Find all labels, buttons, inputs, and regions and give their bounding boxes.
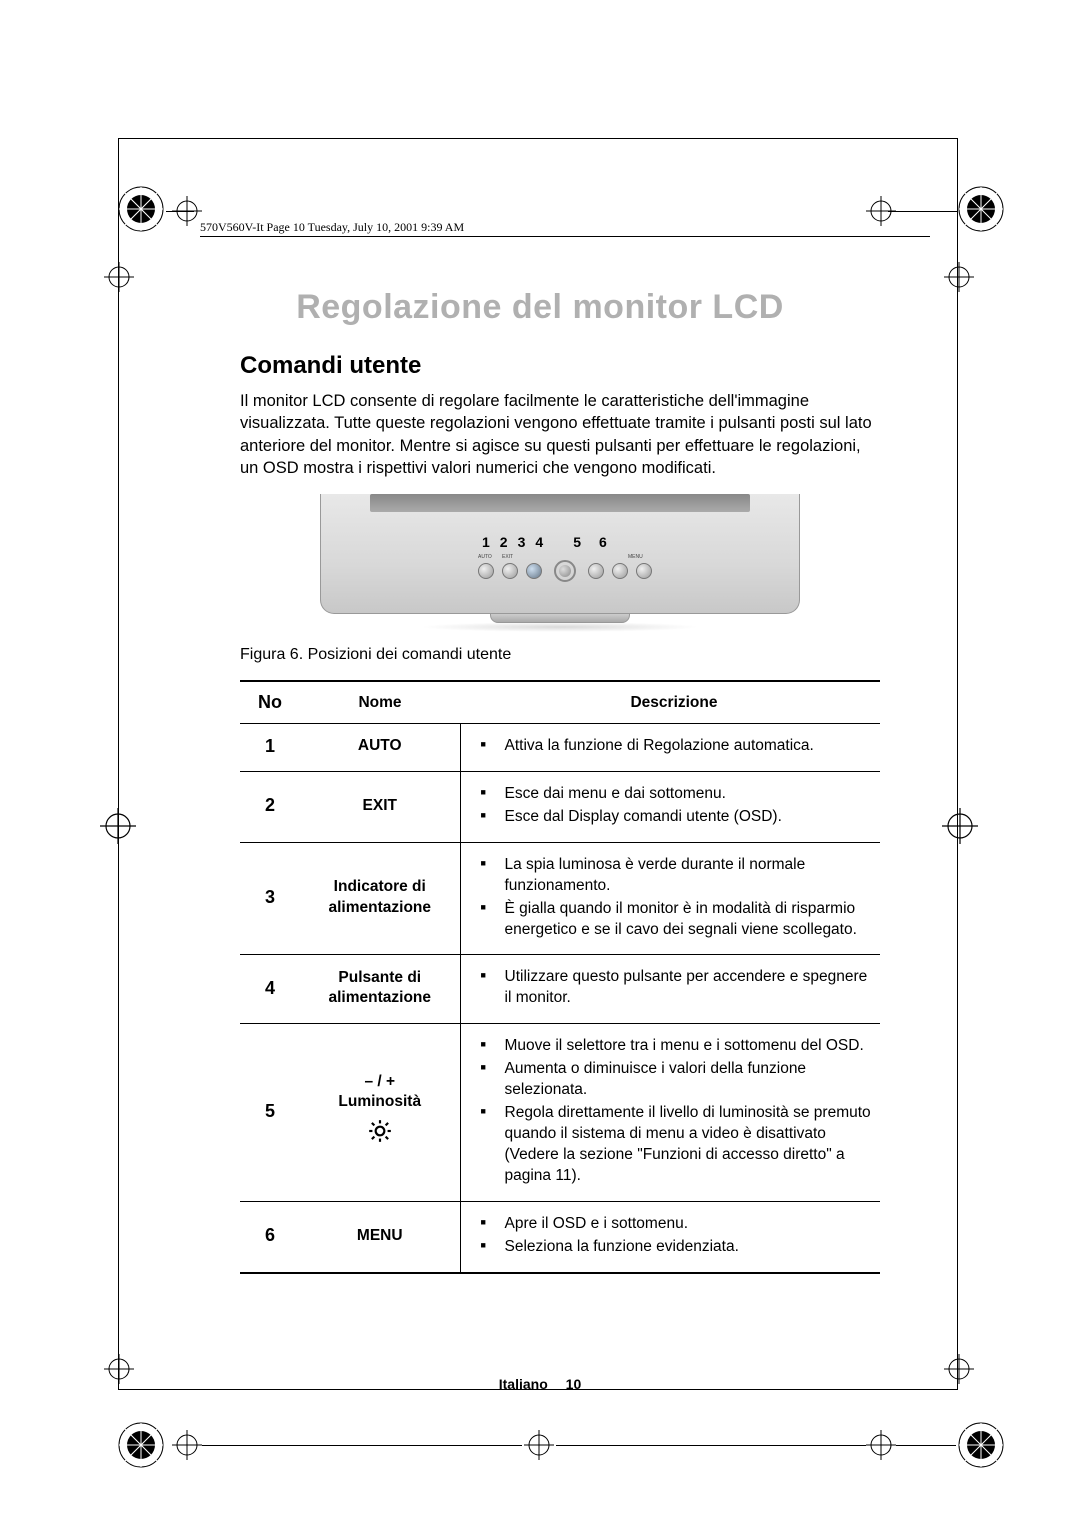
- crop-cross-icon: [524, 1430, 554, 1460]
- figure-monitor-controls: 1 2 3 4 5 6 AUTO EXIT MENU: [320, 494, 800, 634]
- table-cell-name: AUTO: [300, 724, 460, 772]
- page-footer: Italiano 10: [0, 1376, 1080, 1392]
- desc-item: Utilizzare questo pulsante per accendere…: [477, 967, 873, 1009]
- crop-wheel-icon: [956, 184, 1006, 234]
- monitor-body: [320, 494, 800, 614]
- power-button-icon: [554, 560, 576, 582]
- monitor-button-row: [478, 560, 652, 582]
- monitor-screen-edge: [370, 494, 750, 512]
- footer-page-number: 10: [566, 1376, 582, 1392]
- table-cell-name: MENU: [300, 1201, 460, 1272]
- table-row: 3Indicatore dialimentazioneLa spia lumin…: [240, 842, 880, 955]
- control-name-line: Pulsante di: [308, 968, 452, 988]
- control-name-line: Luminosità: [308, 1092, 452, 1112]
- section-title: Comandi utente: [240, 352, 421, 380]
- table-cell-no: 2: [240, 771, 300, 842]
- table-cell-name: – / +Luminosità: [300, 1024, 460, 1201]
- crop-line: [202, 1445, 522, 1446]
- table-cell-no: 6: [240, 1201, 300, 1272]
- header-rule: [200, 236, 930, 237]
- table-row: 5– / +LuminositàMuove il selettore tra i…: [240, 1024, 880, 1201]
- control-name-line: – / +: [308, 1072, 452, 1092]
- minus-button-icon: [588, 563, 604, 579]
- crop-cross-icon: [100, 808, 136, 844]
- table-row: 2 EXIT Esce dai menu e dai sottomenu.Esce …: [240, 771, 880, 842]
- figure-num: 2: [500, 534, 508, 550]
- brightness-icon: [308, 1118, 452, 1152]
- figure-num: 6: [599, 534, 607, 550]
- figure-num: 5: [573, 534, 581, 550]
- figure-caption: Figura 6. Posizioni dei comandi utente: [240, 646, 511, 664]
- control-name-line: MENU: [308, 1226, 452, 1246]
- control-name-line: AUTO: [308, 736, 452, 756]
- table-cell-no: 5: [240, 1024, 300, 1201]
- crop-cross-icon: [942, 808, 978, 844]
- crop-cross-icon: [172, 1430, 202, 1460]
- footer-language: Italiano: [499, 1376, 548, 1392]
- desc-item: La spia luminosa è verde durante il norm…: [477, 855, 873, 897]
- menu-button-icon: [636, 563, 652, 579]
- control-name-line: Indicatore di: [308, 877, 452, 897]
- table-cell-no: 3: [240, 842, 300, 955]
- desc-item: Aumenta o diminuisce i valori della funz…: [477, 1059, 873, 1101]
- plus-button-icon: [612, 563, 628, 579]
- table-cell-name: EXIT: [300, 771, 460, 842]
- intro-paragraph: Il monitor LCD consente di regolare faci…: [240, 390, 880, 479]
- desc-item: Regola direttamente il livello di lumino…: [477, 1103, 873, 1187]
- desc-item: È gialla quando il monitor è in modalità…: [477, 899, 873, 941]
- crop-wheel-icon: [116, 1420, 166, 1470]
- table-cell-desc: Attiva la funzione di Regolazione automa…: [460, 724, 880, 772]
- desc-item: Muove il selettore tra i menu e i sottom…: [477, 1036, 873, 1057]
- crop-wheel-icon: [116, 184, 166, 234]
- table-row: 1 AUTO Attiva la funzione di Regolazione a…: [240, 724, 880, 772]
- page-header-text: 570V560V-It Page 10 Tuesday, July 10, 20…: [200, 220, 464, 235]
- table-row: 6 MENU Apre il OSD e i sottomenu.Seleziona…: [240, 1201, 880, 1272]
- exit-button-icon: [502, 563, 518, 579]
- crop-line: [896, 1445, 956, 1446]
- table-header-no: No: [240, 681, 300, 724]
- table-header-name: Nome: [300, 681, 460, 724]
- table-cell-desc: Esce dai menu e dai sottomenu.Esce dal D…: [460, 771, 880, 842]
- crop-cross-icon: [866, 1430, 896, 1460]
- led-indicator-icon: [526, 563, 542, 579]
- control-name-line: alimentazione: [308, 988, 452, 1008]
- table-row: 4Pulsante dialimentazioneUtilizzare ques…: [240, 955, 880, 1024]
- desc-item: Attiva la funzione di Regolazione automa…: [477, 736, 873, 757]
- table-cell-no: 1: [240, 724, 300, 772]
- table-cell-desc: La spia luminosa è verde durante il norm…: [460, 842, 880, 955]
- table-cell-no: 4: [240, 955, 300, 1024]
- figure-num: 3: [518, 534, 526, 550]
- desc-item: Apre il OSD e i sottomenu.: [477, 1214, 873, 1235]
- table-cell-desc: Muove il selettore tra i menu e i sottom…: [460, 1024, 880, 1201]
- figure-num: 4: [535, 534, 543, 550]
- table-header-row: No Nome Descrizione: [240, 681, 880, 724]
- table-header-desc: Descrizione: [460, 681, 880, 724]
- crop-wheel-icon: [956, 1420, 1006, 1470]
- auto-button-icon: [478, 563, 494, 579]
- control-name-line: alimentazione: [308, 898, 452, 918]
- table-cell-desc: Utilizzare questo pulsante per accendere…: [460, 955, 880, 1024]
- desc-item: Esce dai menu e dai sottomenu.: [477, 784, 873, 805]
- monitor-reflection: [420, 622, 700, 632]
- desc-item: Esce dal Display comandi utente (OSD).: [477, 807, 873, 828]
- controls-table: No Nome Descrizione 1 AUTO Attiva la funzi…: [240, 680, 880, 1274]
- desc-item: Seleziona la funzione evidenziata.: [477, 1237, 873, 1258]
- figure-number-labels: 1 2 3 4 5 6: [482, 534, 607, 550]
- page-title: Regolazione del monitor LCD: [0, 288, 1080, 327]
- crop-line: [556, 1445, 866, 1446]
- control-name-line: EXIT: [308, 796, 452, 816]
- table-cell-name: Pulsante dialimentazione: [300, 955, 460, 1024]
- crop-line: [166, 211, 194, 212]
- table-cell-name: Indicatore dialimentazione: [300, 842, 460, 955]
- table-cell-desc: Apre il OSD e i sottomenu.Seleziona la f…: [460, 1201, 880, 1272]
- crop-line: [888, 211, 958, 212]
- figure-num: 1: [482, 534, 490, 550]
